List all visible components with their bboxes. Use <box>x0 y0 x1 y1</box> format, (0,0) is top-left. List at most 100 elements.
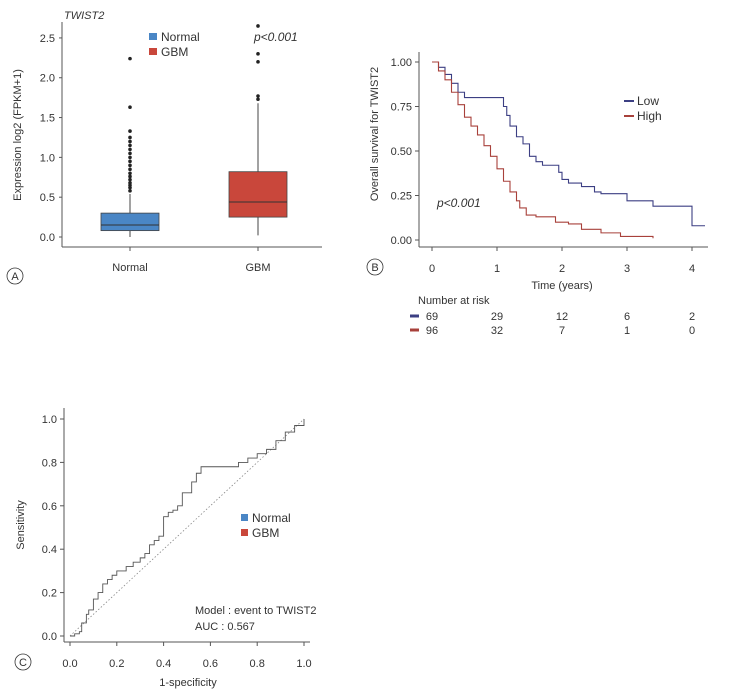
outlier-point <box>256 97 260 102</box>
x-tick-label: 0.2 <box>109 658 124 670</box>
panel-a-letter: A <box>11 271 19 283</box>
x-tick-label: Normal <box>112 262 147 274</box>
x-tick-label: 1 <box>494 263 500 275</box>
panel-a-x-ticks: Normal GBM <box>112 247 271 274</box>
panel-a-y-label: Expression log2 (FPKM+1) <box>12 69 24 201</box>
x-tick-label: GBM <box>245 262 270 274</box>
panel-c-legend-normal-swatch <box>241 514 248 521</box>
y-tick-label: 1.0 <box>42 414 57 426</box>
panel-b-y-label: Overall survival for TWIST2 <box>369 67 381 201</box>
risk-table-cell: 6 <box>624 311 630 323</box>
y-tick-label: 0.50 <box>391 146 412 158</box>
y-tick-label: 2.5 <box>40 33 55 45</box>
y-tick-label: 0.00 <box>391 235 412 247</box>
x-tick-label: 4 <box>689 263 695 275</box>
outlier-point <box>128 167 132 172</box>
outlier-point <box>128 174 132 179</box>
panel-c-y-ticks: 0.0 0.2 0.4 0.6 0.8 1.0 <box>42 414 64 643</box>
outlier-point <box>128 163 132 168</box>
outlier-point <box>128 159 132 164</box>
survival-curve-low <box>432 61 705 227</box>
y-tick-label: 0.2 <box>42 588 57 600</box>
box-normal <box>100 212 160 232</box>
y-tick-label: 0.6 <box>42 501 57 513</box>
x-tick-label: 2 <box>559 263 565 275</box>
panel-b-x-label: Time (years) <box>531 280 592 292</box>
outlier-point <box>128 105 132 110</box>
outlier-point <box>128 189 132 193</box>
survival-curve-high <box>432 61 654 239</box>
outlier-point <box>128 135 132 140</box>
panel-c-roc-curve <box>70 419 305 637</box>
panel-a-title: TWIST2 <box>64 10 104 22</box>
panel-a: TWIST2 0.00.51.01.52.02.5 Normal GBM Expr… <box>6 10 322 285</box>
panel-c-letter: C <box>19 657 27 669</box>
panel-c-model-text: Model : event to TWIST2 <box>195 605 316 617</box>
risk-table-cell: 0 <box>689 325 695 337</box>
panel-c-auc-text: AUC : 0.567 <box>195 621 255 633</box>
risk-table-cell: 12 <box>556 311 568 323</box>
panel-a-legend-normal: Normal <box>161 30 200 44</box>
panel-c-legend-gbm: GBM <box>252 526 279 540</box>
outlier-point <box>128 147 132 152</box>
outlier-point <box>128 129 132 133</box>
outlier-point <box>256 24 260 28</box>
panel-a-boxes <box>100 24 288 237</box>
x-tick-label: 0.8 <box>250 658 265 670</box>
outlier-point <box>128 143 132 148</box>
outlier-point <box>256 94 260 98</box>
x-tick-label: 0.6 <box>203 658 218 670</box>
x-tick-label: 1.0 <box>296 658 311 670</box>
panel-b-x-ticks: 0 1 2 3 4 <box>429 247 695 275</box>
outlier-point <box>128 171 132 176</box>
y-tick-label: 1.00 <box>391 57 412 69</box>
risk-table-cell: 7 <box>559 325 565 337</box>
y-tick-label: 0.8 <box>42 457 57 469</box>
x-tick-label: 3 <box>624 263 630 275</box>
panel-c-y-label: Sensitivity <box>15 500 27 550</box>
panel-a-letter-circle <box>6 267 24 285</box>
risk-table-cell: 32 <box>491 325 503 337</box>
y-tick-label: 0.0 <box>40 232 55 244</box>
y-tick-label: 0.0 <box>42 631 57 643</box>
y-tick-label: 1.0 <box>40 152 55 164</box>
outlier-point <box>128 56 132 61</box>
x-tick-label: 0 <box>429 263 435 275</box>
roc-curve <box>70 419 305 637</box>
legend-swatch-normal <box>149 33 157 40</box>
panel-b-pvalue: p<0.001 <box>436 196 481 210</box>
y-tick-label: 0.75 <box>391 102 412 114</box>
panel-b-y-ticks: 0.00 0.25 0.50 0.75 1.00 <box>391 57 419 247</box>
panel-c-legend-gbm-swatch <box>241 529 248 536</box>
risk-table-cell: 29 <box>491 311 503 323</box>
legend-swatch-gbm <box>149 48 157 55</box>
risk-table-cell: 1 <box>624 325 630 337</box>
panel-c-x-ticks: 0.0 0.2 0.4 0.6 0.8 1.0 <box>62 642 312 670</box>
panel-b-letter: B <box>371 262 378 274</box>
panel-c: 0.0 0.2 0.4 0.6 0.8 1.0 0.0 0.2 0.4 0.6 0.8 1.0 Se… <box>14 408 316 689</box>
panel-b-survival-curves <box>432 61 705 239</box>
panel-a-pvalue: p<0.001 <box>253 30 298 44</box>
risk-table-cell: 96 <box>426 325 438 337</box>
risk-table-cell: 2 <box>689 311 695 323</box>
outlier-point <box>128 181 132 185</box>
outlier-point <box>256 60 260 64</box>
risk-table: 69 29 12 6 2 96 32 7 1 0 <box>410 311 695 337</box>
panel-a-y-ticks: 0.0 0.5 1.0 1.5 2.0 2.5 <box>40 33 62 244</box>
y-tick-label: 0.5 <box>40 192 55 204</box>
panel-a-legend-gbm: GBM <box>161 45 188 59</box>
x-tick-label: 0.0 <box>62 658 77 670</box>
outlier-point <box>128 139 132 144</box>
outlier-point <box>128 155 132 160</box>
outlier-point <box>256 52 260 56</box>
y-tick-label: 2.0 <box>40 73 55 85</box>
panel-c-legend-normal: Normal <box>252 511 291 525</box>
panel-c-letter-circle <box>14 653 32 671</box>
y-tick-label: 0.4 <box>42 544 57 556</box>
outlier-point <box>128 151 132 156</box>
panel-c-diagonal-reference <box>69 418 305 637</box>
y-tick-label: 1.5 <box>40 113 55 125</box>
risk-table-cell: 69 <box>426 311 438 323</box>
